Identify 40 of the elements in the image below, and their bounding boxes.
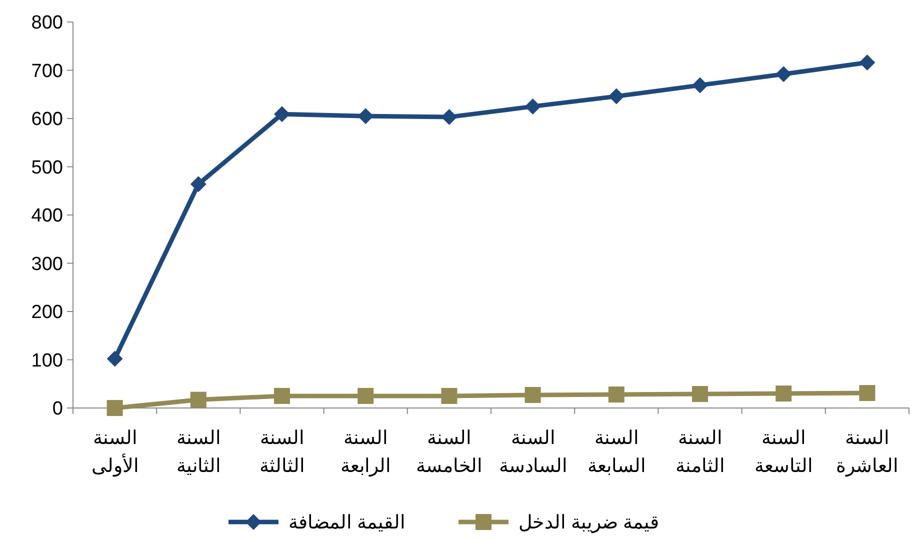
point [692,77,708,94]
x-tick-label: السنة الأولى [91,428,138,477]
y-tick-label: 400 [31,206,63,227]
y-tick-label: 800 [31,12,63,34]
x-tick-label: السنة السابعة [587,428,646,477]
point [859,54,876,71]
point [608,386,624,402]
x-tick-label: السنة الرابعة [340,428,391,477]
point [274,106,290,122]
point [274,388,290,404]
x-tick-label: السنة الخامسة [416,428,482,477]
point [859,385,876,402]
point [692,386,708,402]
x-tick-label: السنة السادسة [498,428,567,477]
y-tick-label: 300 [31,254,63,275]
point [524,98,541,114]
x-tick-label: السنة الثالثة [260,428,304,477]
x-tick-label: السنة العاشرة [836,428,898,477]
legend-label: القيمة المضافة [288,512,405,534]
y-tick-label: 600 [31,109,63,130]
point [776,66,792,82]
point [106,350,123,367]
y-tick-label: 500 [31,157,63,178]
point [190,176,206,192]
y-tick-label: 200 [31,302,63,324]
x-tick-label: السنة التاسعة [754,428,813,477]
y-tick-label: 0 [52,398,63,420]
point [608,88,624,104]
x-tick-label: السنة الثامنة [676,428,724,477]
point [190,392,206,408]
y-tick-label: 100 [31,350,63,372]
legend-label: قيمة ضريبة الدخل [518,512,660,534]
point [524,386,541,403]
y-tick-label: 700 [31,60,63,82]
x-tick-label: السنة الثانية [176,428,220,477]
point [776,386,792,402]
point [358,388,374,404]
point [441,388,458,404]
point [441,109,458,126]
point [106,400,123,416]
